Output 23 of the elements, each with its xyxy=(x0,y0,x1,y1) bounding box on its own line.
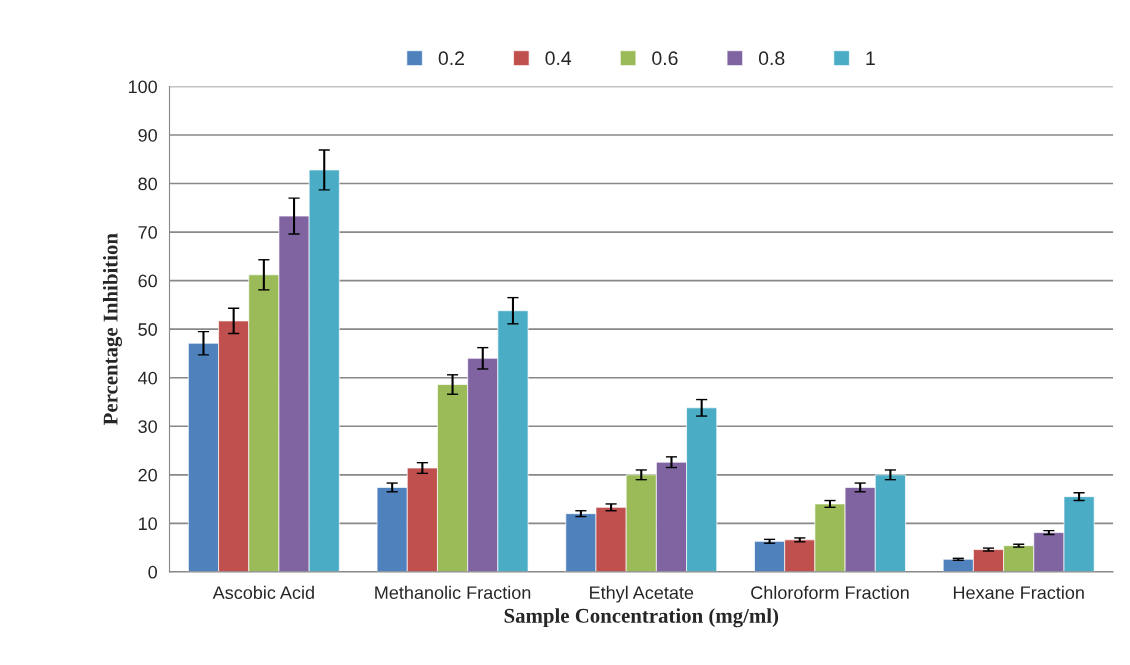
y-tick-label: 0 xyxy=(148,565,157,579)
y-tick-label: 100 xyxy=(128,80,157,94)
y-tick-label: 60 xyxy=(138,274,157,288)
y-tick-label: 50 xyxy=(138,323,157,336)
y-axis-title: Percentage Inhibition xyxy=(102,233,123,425)
y-tick-label: 90 xyxy=(138,128,157,142)
x-tick-label: Methanolic Fraction xyxy=(375,585,531,600)
x-tick-label: Chloroform Fraction xyxy=(751,585,909,600)
x-tick-label: Hexane Fraction xyxy=(953,585,1084,600)
legend-label: 0.8 xyxy=(758,51,785,66)
y-tick-label: 30 xyxy=(138,420,157,433)
legend-label: 0.2 xyxy=(438,51,464,66)
legend-label: 0.6 xyxy=(652,51,678,66)
y-tick-label: 70 xyxy=(138,226,157,239)
legend-label: 0.4 xyxy=(545,51,572,66)
x-tick-label: Ascobic Acid xyxy=(212,585,314,600)
y-tick-label: 80 xyxy=(138,177,157,191)
legend-label: 1 xyxy=(866,51,875,65)
x-axis-title: Sample Concentration (mg/ml) xyxy=(504,608,779,628)
x-tick-label: Ethyl Acetate xyxy=(590,585,694,603)
y-tick-label: 20 xyxy=(138,468,157,482)
y-tick-label: 10 xyxy=(138,517,157,531)
y-tick-label: 40 xyxy=(138,371,157,385)
